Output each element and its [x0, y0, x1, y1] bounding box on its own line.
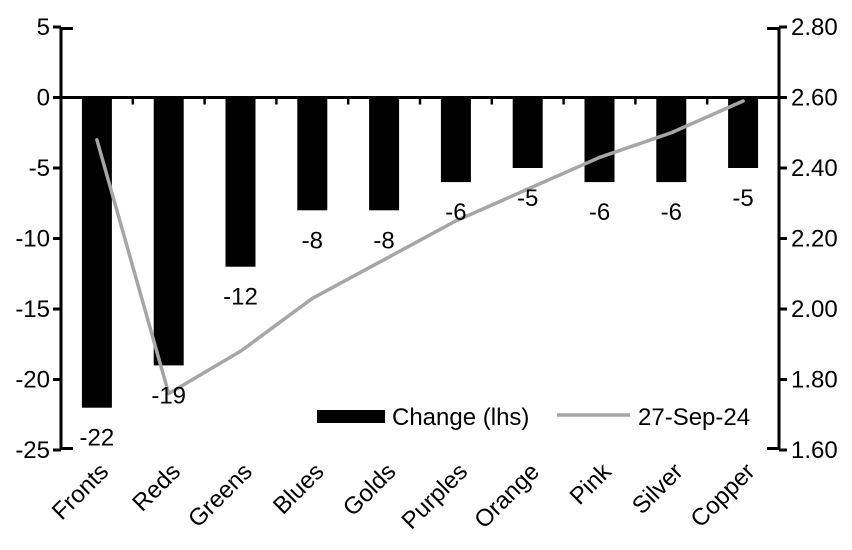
bar-data-label: -8: [373, 227, 394, 254]
category-label-Purples: Purples: [397, 458, 474, 535]
bar-data-label: -12: [223, 284, 258, 311]
bar-Purples: [440, 97, 471, 183]
left-axis-tick-label: -25: [15, 437, 50, 464]
bar-data-label: -19: [151, 382, 186, 409]
bar-data-label: -8: [302, 227, 323, 254]
legend: Change (lhs) 27-Sep-24: [317, 404, 750, 431]
category-label-Fronts: Fronts: [47, 458, 114, 525]
left-axis-tick-label: -15: [15, 296, 50, 323]
right-axis-tick-label: 1.80: [791, 367, 838, 394]
category-label-Silver: Silver: [627, 458, 689, 520]
category-label-Copper: Copper: [686, 458, 761, 533]
category-label-Orange: Orange: [469, 458, 545, 534]
bar-Pink: [584, 97, 615, 183]
bar-Golds: [369, 97, 400, 211]
line-series: [95, 99, 745, 396]
bar-Fronts: [81, 97, 112, 408]
right-axis-tick-label: 2.60: [791, 85, 838, 112]
category-label-Golds: Golds: [338, 458, 401, 521]
category-label-Blues: Blues: [268, 458, 330, 520]
legend-line-label: 27-Sep-24: [638, 404, 750, 431]
left-axis-tick-label: -20: [15, 367, 50, 394]
right-axis-tick-label: 2.20: [791, 226, 838, 253]
bar-Silver: [656, 97, 687, 183]
left-axis-tick-label: -10: [15, 226, 50, 253]
bar-Greens: [225, 97, 256, 267]
bar-data-label: -5: [732, 185, 753, 212]
right-axis-tick-label: 2.00: [791, 296, 838, 323]
category-label-Pink: Pink: [565, 457, 618, 510]
category-label-Reds: Reds: [127, 458, 186, 517]
right-axis-tick-label: 1.60: [791, 437, 838, 464]
bar-data-label: -5: [517, 185, 538, 212]
left-axis-tick-label: -5: [29, 155, 50, 182]
bar-Copper: [728, 97, 759, 168]
plot-area: 5 0 -5 -10 -15 -20 -25 2.80 2.60 2.40 2.20 2.00 1.80…: [15, 14, 837, 535]
bar-data-label: -6: [589, 199, 610, 226]
bar-Blues: [297, 97, 328, 211]
bar-data-label: -22: [80, 425, 115, 452]
legend-bar-swatch: [317, 410, 385, 423]
bar-data-label: -6: [445, 199, 466, 226]
bar-data-label: -6: [661, 199, 682, 226]
bar-Orange: [512, 97, 543, 168]
legend-bar-label: Change (lhs): [392, 404, 529, 431]
left-axis-tick-label: 5: [37, 14, 50, 41]
right-axis-tick-label: 2.40: [791, 155, 838, 182]
left-axis-tick-label: 0: [37, 85, 50, 112]
right-axis-tick-label: 2.80: [791, 14, 838, 41]
category-label-Greens: Greens: [183, 458, 258, 533]
bar-Reds: [153, 97, 184, 366]
